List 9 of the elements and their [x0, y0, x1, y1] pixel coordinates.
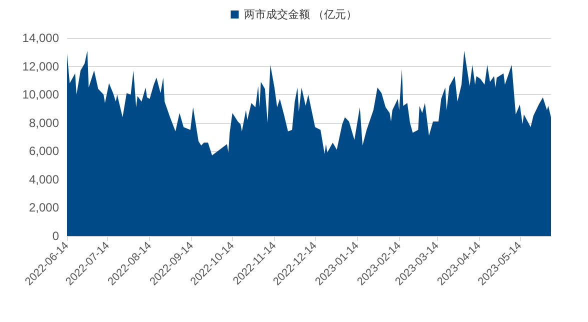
y-tick-label: 8,000	[28, 116, 60, 130]
y-tick-label: 4,000	[28, 172, 60, 186]
y-tick-label: 12,000	[22, 59, 60, 74]
y-tick-label: 10,000	[22, 88, 60, 102]
y-tick-label: 2,000	[28, 200, 60, 215]
y-tick-label: 6,000	[28, 144, 60, 158]
legend-label: 两市成交金额 （亿元）	[244, 8, 358, 21]
y-tick-label: 0	[52, 229, 60, 243]
y-tick-label: 14,000	[22, 31, 60, 45]
